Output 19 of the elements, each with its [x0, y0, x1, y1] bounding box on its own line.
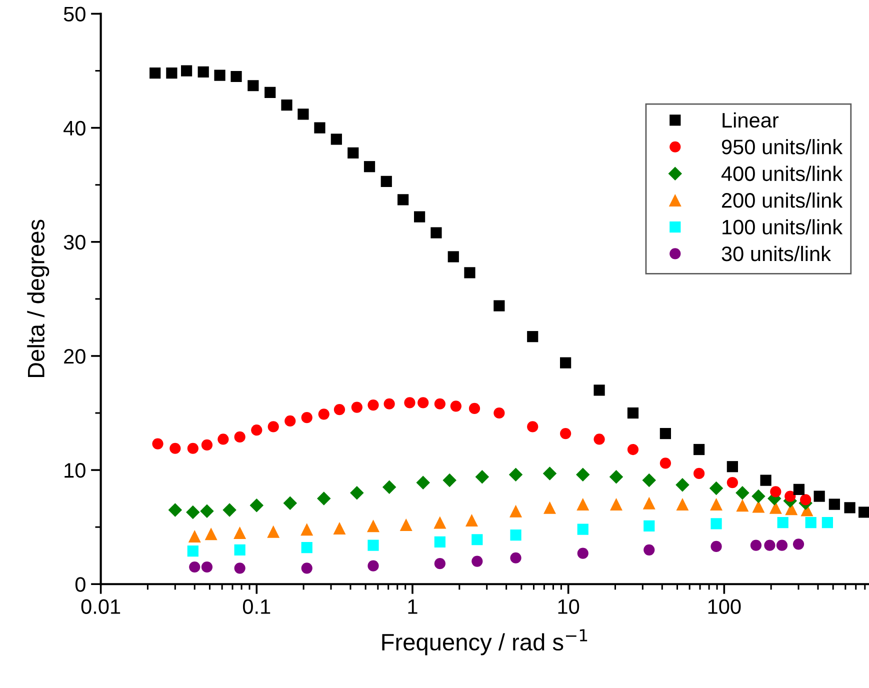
x-tick-label: 0.1 [242, 599, 270, 614]
y-tick-label: 50 [64, 6, 86, 22]
legend-label: Linear [722, 112, 779, 128]
legend-label: 400 units/link [721, 166, 843, 182]
x-axis-title: Frequency / rad s$^{−1}$ [382, 629, 588, 656]
legend-label: 100 units/link [722, 219, 843, 235]
y-axis-title: Delta / degrees [27, 220, 50, 378]
legend-label: 200 units/link [722, 192, 843, 208]
y-tick-label: 0 [75, 577, 86, 592]
x-tick-label: 0.01 [81, 599, 120, 614]
legend-label: 30 units/link [722, 246, 832, 262]
y-tick-label: 10 [64, 463, 86, 478]
x-tick-label: 100 [708, 599, 741, 614]
x-tick-label: 10 [558, 599, 580, 614]
y-tick-label: 20 [64, 348, 86, 364]
x-tick-label: 1 [408, 599, 418, 614]
legend-label: 950 units/link [722, 139, 843, 154]
y-tick-label: 30 [64, 234, 86, 250]
y-tick-label: 40 [64, 120, 86, 136]
